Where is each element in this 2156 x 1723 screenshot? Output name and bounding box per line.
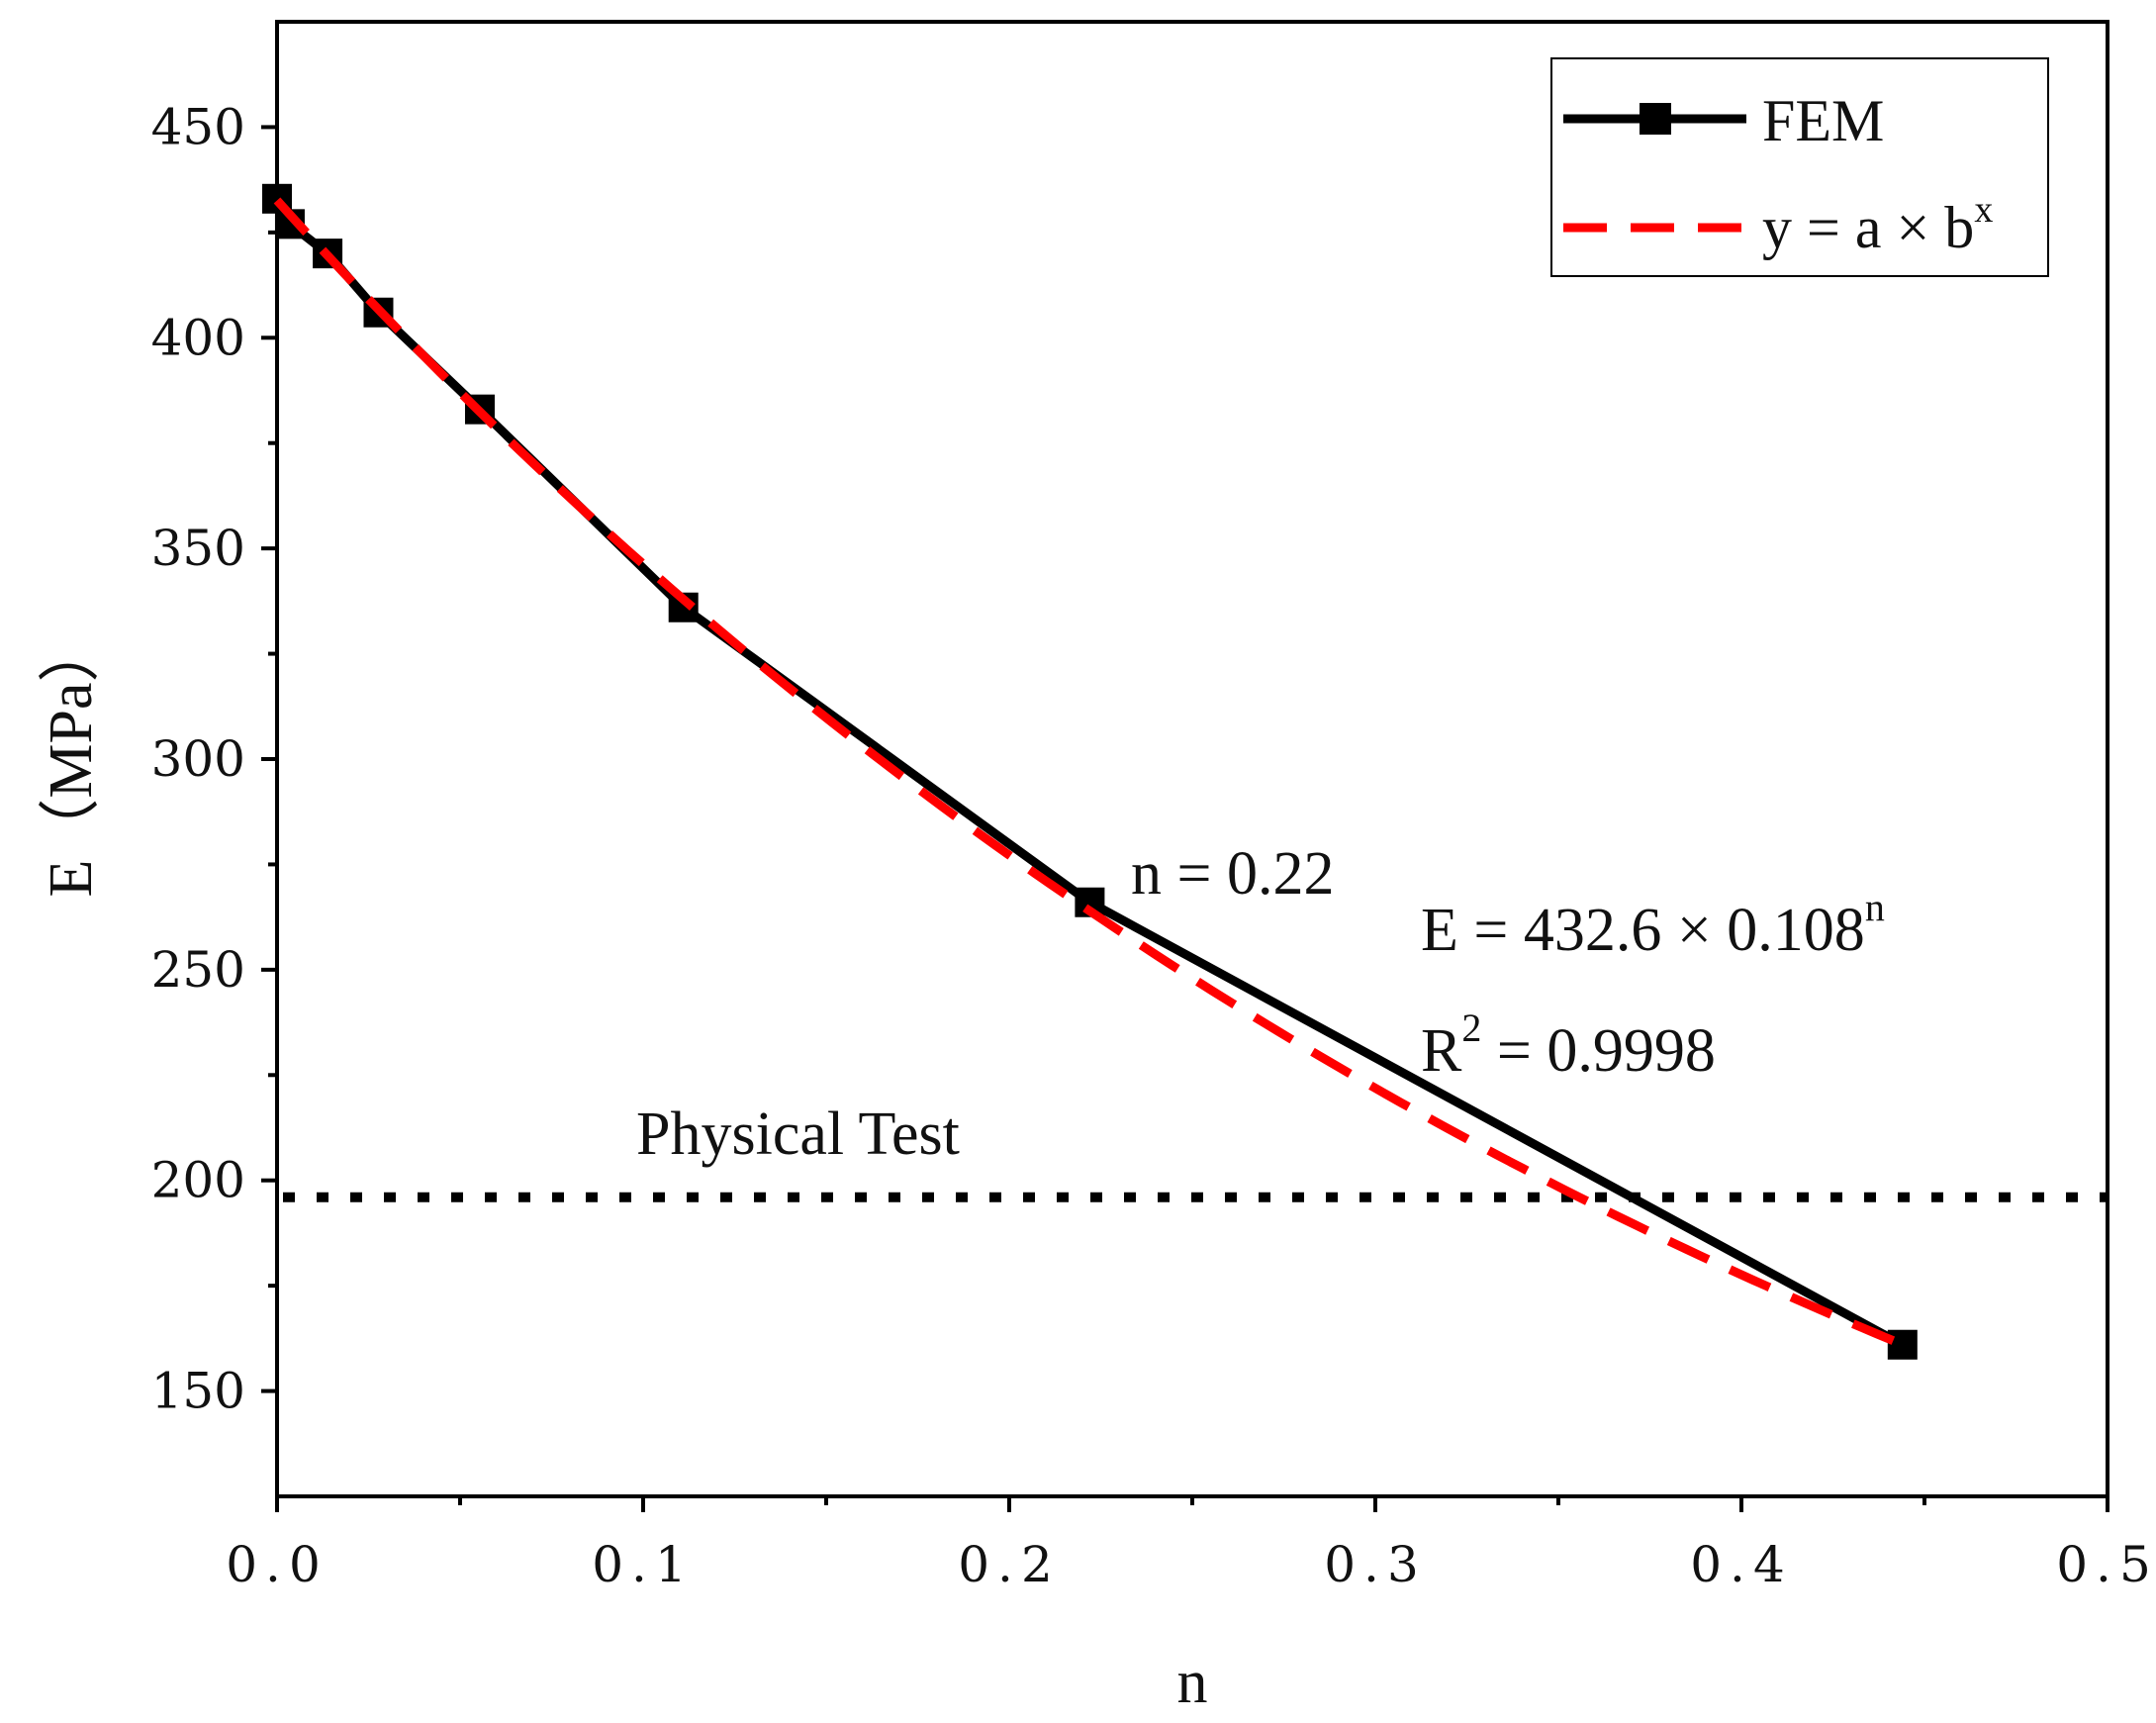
legend-fem-label: FEM — [1762, 88, 1884, 153]
r-squared-exponent: 2 — [1461, 1005, 1481, 1050]
y-tick-label: 150 — [151, 1363, 245, 1420]
physical-test-label: Physical Test — [636, 1101, 960, 1168]
r-squared-value: = 0.9998 — [1481, 1017, 1715, 1085]
legend-fit-label-exponent: x — [1974, 189, 1993, 231]
n-marker-annotation: n = 0.22 — [1131, 840, 1334, 908]
legend-fit-label-main: y = a × b — [1762, 195, 1974, 260]
y-tick-label: 350 — [151, 520, 245, 577]
x-axis-ticks: 0.0 0.1 0.2 0.3 0.4 0.5 — [226, 1496, 2156, 1593]
y-axis-ticks: 150 200 250 300 350 400 450 — [151, 98, 277, 1420]
r-squared: R2 = 0.9998 — [1421, 1005, 1716, 1085]
legend-fem-marker — [1640, 103, 1671, 135]
y-tick-label: 250 — [151, 941, 245, 999]
x-tick-label: 0.1 — [592, 1536, 695, 1593]
y-axis-title: E（MPa） — [38, 621, 105, 897]
fit-equation-exponent: n — [1865, 885, 1885, 929]
y-tick-label: 300 — [151, 730, 245, 788]
x-axis-title: n — [1177, 1649, 1208, 1716]
x-tick-label: 0.0 — [226, 1536, 328, 1593]
x-tick-label: 0.3 — [1324, 1536, 1427, 1593]
fit-equation: E = 432.6 × 0.108n — [1421, 885, 1885, 964]
fem-series-line — [272, 196, 1905, 1349]
y-tick-label: 450 — [151, 98, 245, 155]
legend-box — [1550, 57, 2049, 277]
fit-equation-main: E = 432.6 × 0.108 — [1421, 897, 1865, 964]
x-tick-label: 0.5 — [2056, 1536, 2156, 1593]
fit-curve-line — [273, 197, 1905, 1349]
legend-fit-label: y = a × bx — [1762, 189, 1993, 260]
legend: FEM y = a × bx — [1550, 57, 2049, 277]
x-tick-label: 0.2 — [958, 1536, 1061, 1593]
r-squared-symbol: R — [1421, 1017, 1462, 1085]
y-tick-label: 400 — [151, 309, 245, 366]
fem-series-markers — [262, 183, 1918, 1360]
y-tick-label: 200 — [151, 1152, 245, 1209]
x-tick-label: 0.4 — [1690, 1536, 1793, 1593]
fem-data-point — [1887, 1329, 1918, 1360]
